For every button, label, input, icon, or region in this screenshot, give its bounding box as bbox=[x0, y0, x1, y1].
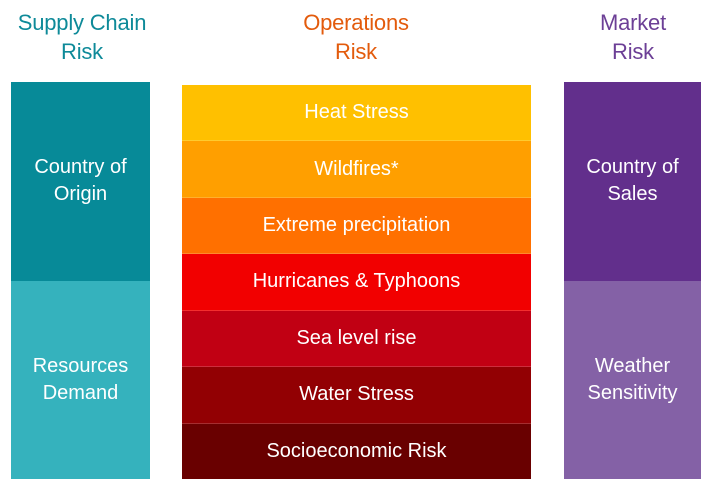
country-of-sales-label: Country of Sales bbox=[586, 154, 678, 208]
weather-sensitivity-line-1: Weather bbox=[594, 354, 671, 377]
heat-stress-block: Heat Stress bbox=[182, 85, 531, 142]
wildfires-label: Wildfires* bbox=[314, 157, 399, 180]
extreme-precipitation-label: Extreme precipitation bbox=[262, 214, 451, 237]
market-risk-title: Market Risk bbox=[560, 8, 706, 66]
country-of-origin-line-2: Origin bbox=[53, 183, 108, 206]
resources-demand-line-2: Demand bbox=[42, 381, 119, 404]
country-of-origin-block: Country of Origin bbox=[11, 82, 150, 281]
supply-chain-risk-title: Supply Chain Risk bbox=[4, 8, 160, 66]
country-of-sales-line-1: Country of bbox=[586, 156, 679, 179]
sea-level-rise-block: Sea level rise bbox=[182, 310, 531, 368]
water-stress-label: Water Stress bbox=[299, 383, 414, 406]
country-of-sales-line-2: Sales bbox=[607, 183, 658, 206]
hurricanes-typhoons-label: Hurricanes & Typhoons bbox=[252, 270, 461, 293]
market-risk-title-line-2: Risk bbox=[612, 39, 654, 64]
weather-sensitivity-line-2: Sensitivity bbox=[587, 381, 678, 404]
heat-stress-label: Heat Stress bbox=[304, 101, 409, 124]
resources-demand-block: Resources Demand bbox=[11, 280, 150, 479]
water-stress-block: Water Stress bbox=[182, 367, 531, 424]
operations-risk-title-line-1: Operations bbox=[303, 10, 409, 35]
resources-demand-line-1: Resources bbox=[32, 354, 129, 377]
supply-chain-risk-column: Country of Origin Resources Demand bbox=[11, 82, 150, 479]
hurricanes-typhoons-block: Hurricanes & Typhoons bbox=[182, 254, 531, 311]
supply-chain-risk-title-line-2: Risk bbox=[61, 39, 103, 64]
socioeconomic-risk-block: Socioeconomic Risk bbox=[182, 423, 531, 479]
market-risk-column: Country of Sales Weather Sensitivity bbox=[564, 82, 701, 479]
country-of-origin-label: Country of Origin bbox=[34, 154, 126, 208]
operations-risk-title-line-2: Risk bbox=[335, 39, 377, 64]
supply-chain-risk-title-line-1: Supply Chain bbox=[17, 10, 147, 35]
weather-sensitivity-label: Weather Sensitivity bbox=[587, 353, 677, 407]
wildfires-block: Wildfires* bbox=[182, 141, 531, 198]
weather-sensitivity-block: Weather Sensitivity bbox=[564, 280, 701, 479]
resources-demand-label: Resources Demand bbox=[33, 353, 129, 407]
country-of-sales-block: Country of Sales bbox=[564, 82, 701, 281]
socioeconomic-risk-label: Socioeconomic Risk bbox=[266, 439, 447, 462]
operations-risk-title: Operations Risk bbox=[196, 8, 516, 66]
operations-risk-column: Heat Stress Wildfires* Extreme precipita… bbox=[182, 85, 531, 479]
market-risk-title-line-1: Market bbox=[599, 10, 667, 35]
country-of-origin-line-1: Country of bbox=[34, 156, 127, 179]
extreme-precipitation-block: Extreme precipitation bbox=[182, 197, 531, 255]
sea-level-rise-label: Sea level rise bbox=[296, 326, 417, 349]
